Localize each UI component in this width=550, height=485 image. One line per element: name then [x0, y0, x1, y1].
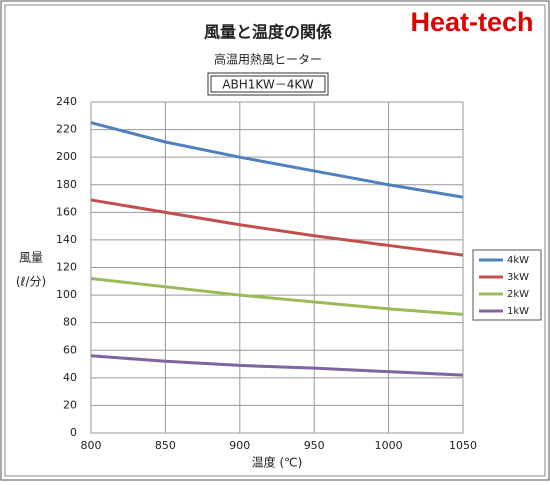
y-tick-label: 240 — [56, 95, 77, 108]
y-tick-label: 120 — [56, 261, 77, 274]
model-box-inner — [210, 75, 326, 93]
x-tick-label: 950 — [304, 439, 325, 452]
legend-box — [472, 249, 542, 321]
y-tick-label: 60 — [63, 343, 77, 356]
chart-subtitle: 高温用熱風ヒーター — [214, 52, 322, 67]
y-tick-label: 40 — [63, 371, 77, 384]
y-tick-label: 20 — [63, 398, 77, 411]
y-axis-label: (ℓ/分) — [16, 275, 46, 289]
y-axis-label: 風量 — [19, 251, 43, 265]
series-line — [90, 121, 464, 199]
y-tick-label: 200 — [56, 150, 77, 163]
brand: Heat-tech — [410, 7, 533, 37]
legend-label: 3kW — [507, 272, 529, 283]
x-tick-label: 800 — [81, 439, 102, 452]
inner-frame — [4, 4, 546, 477]
legend-label: 2kW — [507, 289, 529, 300]
chart-title: 風量と温度の関係 — [204, 23, 332, 42]
y-tick-label: 100 — [56, 288, 77, 301]
y-tick-label: 80 — [63, 316, 77, 329]
y-tick-label: 160 — [56, 205, 77, 218]
x-tick-label: 850 — [155, 439, 176, 452]
series-line — [90, 354, 464, 377]
series-line — [90, 198, 464, 257]
y-tick-label: 180 — [56, 178, 77, 191]
x-tick-label: 1000 — [375, 439, 403, 452]
legend-label: 4kW — [507, 255, 529, 266]
y-tick-label: 0 — [70, 426, 77, 439]
legend-label: 1kW — [507, 306, 529, 317]
y-tick-label: 220 — [56, 123, 77, 136]
x-tick-label: 900 — [229, 439, 250, 452]
x-tick-label: 1050 — [449, 439, 477, 452]
y-tick-label: 140 — [56, 233, 77, 246]
series-line — [90, 277, 464, 316]
x-axis-label: 温度 (℃) — [252, 455, 303, 470]
model-label: ABH1KW－4KW — [222, 78, 313, 92]
model-box — [207, 72, 329, 96]
